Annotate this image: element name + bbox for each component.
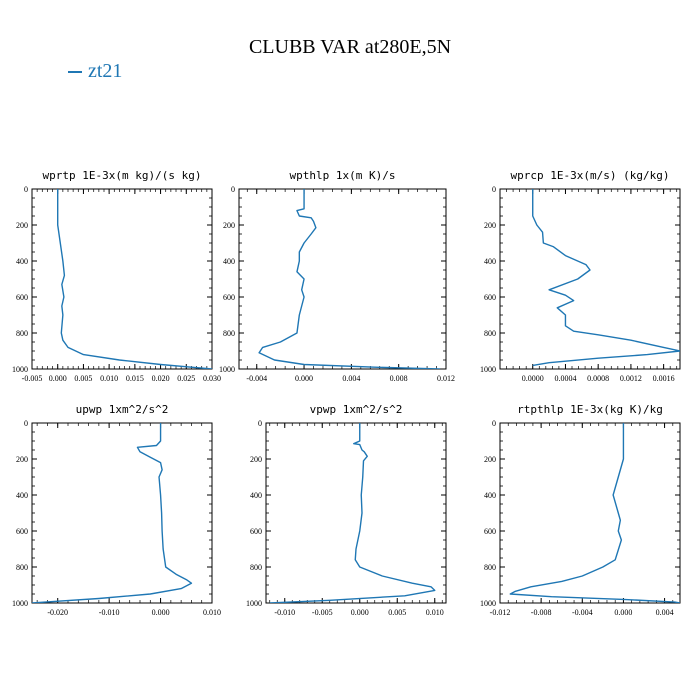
y-tick-label: 0 — [492, 419, 496, 428]
y-tick-label: 1000 — [219, 365, 235, 374]
chart-title: rtpthlp 1E-3x(kg K)/kg — [517, 403, 663, 416]
y-tick-label: 400 — [223, 257, 235, 266]
legend-label: zt21 — [88, 60, 123, 82]
x-tick-label: 0.0004 — [554, 374, 576, 383]
y-tick-label: 600 — [484, 293, 496, 302]
x-tick-label: 0.012 — [437, 374, 455, 383]
y-tick-label: 200 — [250, 455, 262, 464]
x-tick-label: 0.0000 — [522, 374, 544, 383]
x-tick-label: 0.0008 — [587, 374, 609, 383]
x-tick-label: 0.004 — [656, 608, 674, 617]
series-line-zt21 — [509, 423, 680, 603]
y-tick-label: 800 — [16, 329, 28, 338]
y-tick-label: 800 — [484, 563, 496, 572]
series-line-zt21 — [258, 189, 441, 369]
y-tick-label: 600 — [223, 293, 235, 302]
chart-panel-4: upwp 1xm^2/s^2 0 200 400 600 800 1000 -0.020 -0.… — [12, 403, 221, 617]
chart-panel-5: vpwp 1xm^2/s^2 0 200 400 600 800 1000 -0.010 -0.… — [246, 403, 447, 617]
y-tick-label: 200 — [484, 455, 496, 464]
x-tick-label: -0.008 — [531, 608, 552, 617]
x-tick-label: 0.010 — [203, 608, 221, 617]
plot-frame — [499, 422, 681, 604]
chart-title: upwp 1xm^2/s^2 — [76, 403, 169, 416]
x-tick-label: -0.004 — [572, 608, 593, 617]
y-tick-label: 800 — [16, 563, 28, 572]
x-tick-label: 0.008 — [390, 374, 408, 383]
x-tick-label: 0.020 — [152, 374, 170, 383]
x-tick-label: 0.010 — [426, 608, 444, 617]
x-tick-label: 0.0012 — [620, 374, 642, 383]
x-tick-label: -0.020 — [47, 608, 68, 617]
x-tick-label: 0.030 — [203, 374, 221, 383]
y-tick-label: 1000 — [246, 599, 262, 608]
y-tick-label: 400 — [250, 491, 262, 500]
x-tick-label: 0.0016 — [653, 374, 675, 383]
chart-panel-1: wprtp 1E-3x(m kg)/(s kg) 0 200 400 600 800 100… — [12, 169, 221, 383]
x-tick-label: 0.004 — [342, 374, 360, 383]
y-tick-label: 1000 — [480, 365, 496, 374]
x-tick-label: -0.010 — [274, 608, 295, 617]
chart-title: wpthlp 1x(m K)/s — [290, 169, 396, 182]
y-tick-label: 200 — [484, 221, 496, 230]
plot-frame — [499, 188, 681, 370]
x-tick-label: 0.000 — [49, 374, 67, 383]
plot-frame — [31, 422, 213, 604]
chart-title: wprtp 1E-3x(m kg)/(s kg) — [43, 169, 202, 182]
y-tick-label: 1000 — [12, 365, 28, 374]
x-tick-label: -0.005 — [22, 374, 43, 383]
x-tick-label: 0.015 — [126, 374, 144, 383]
y-tick-label: 1000 — [480, 599, 496, 608]
plot-frame — [238, 188, 447, 370]
y-tick-label: 0 — [492, 185, 496, 194]
x-tick-label: 0.010 — [100, 374, 118, 383]
chart-title: vpwp 1xm^2/s^2 — [310, 403, 403, 416]
y-tick-label: 600 — [16, 293, 28, 302]
y-tick-label: 400 — [484, 257, 496, 266]
y-tick-label: 800 — [223, 329, 235, 338]
y-tick-label: 0 — [24, 419, 28, 428]
y-tick-label: 600 — [484, 527, 496, 536]
plot-frame — [31, 188, 213, 370]
y-tick-label: 1000 — [12, 599, 28, 608]
x-tick-label: -0.010 — [99, 608, 120, 617]
y-tick-label: 800 — [250, 563, 262, 572]
series-line-zt21 — [269, 423, 436, 603]
chart-panel-2: wpthlp 1x(m K)/s 0 200 400 600 800 1000 -0.004 0… — [219, 169, 455, 383]
plot-frame — [265, 422, 447, 604]
y-tick-label: 800 — [484, 329, 496, 338]
x-tick-label: 0.000 — [351, 608, 369, 617]
page-title: CLUBB VAR at280E,5N — [248, 36, 452, 58]
x-tick-label: -0.005 — [312, 608, 333, 617]
y-tick-label: 600 — [16, 527, 28, 536]
y-tick-label: 0 — [258, 419, 262, 428]
y-tick-label: 0 — [24, 185, 28, 194]
series-line-zt21 — [32, 423, 193, 603]
x-tick-label: -0.012 — [490, 608, 511, 617]
x-tick-label: 0.005 — [74, 374, 92, 383]
y-tick-label: 400 — [484, 491, 496, 500]
legend: zt21 — [68, 60, 122, 83]
y-tick-label: 0 — [231, 185, 235, 194]
y-tick-label: 200 — [223, 221, 235, 230]
y-tick-label: 600 — [250, 527, 262, 536]
x-tick-label: 0.000 — [614, 608, 632, 617]
x-tick-label: 0.005 — [388, 608, 406, 617]
chart-panel-3: wprcp 1E-3x(m/s) (kg/kg) 0 200 400 600 800 100… — [480, 169, 681, 383]
y-tick-label: 400 — [16, 491, 28, 500]
x-tick-label: 0.000 — [295, 374, 313, 383]
y-tick-label: 200 — [16, 455, 28, 464]
y-tick-label: 400 — [16, 257, 28, 266]
y-tick-label: 200 — [16, 221, 28, 230]
series-line-zt21 — [57, 189, 212, 369]
x-tick-label: 0.025 — [177, 374, 195, 383]
chart-title: wprcp 1E-3x(m/s) (kg/kg) — [511, 169, 670, 182]
series-line-zt21 — [532, 189, 680, 367]
legend-swatch — [68, 71, 82, 74]
chart-panel-6: rtpthlp 1E-3x(kg K)/kg02004006008001000-… — [480, 403, 681, 617]
x-tick-label: -0.004 — [246, 374, 267, 383]
x-tick-label: 0.000 — [152, 608, 170, 617]
